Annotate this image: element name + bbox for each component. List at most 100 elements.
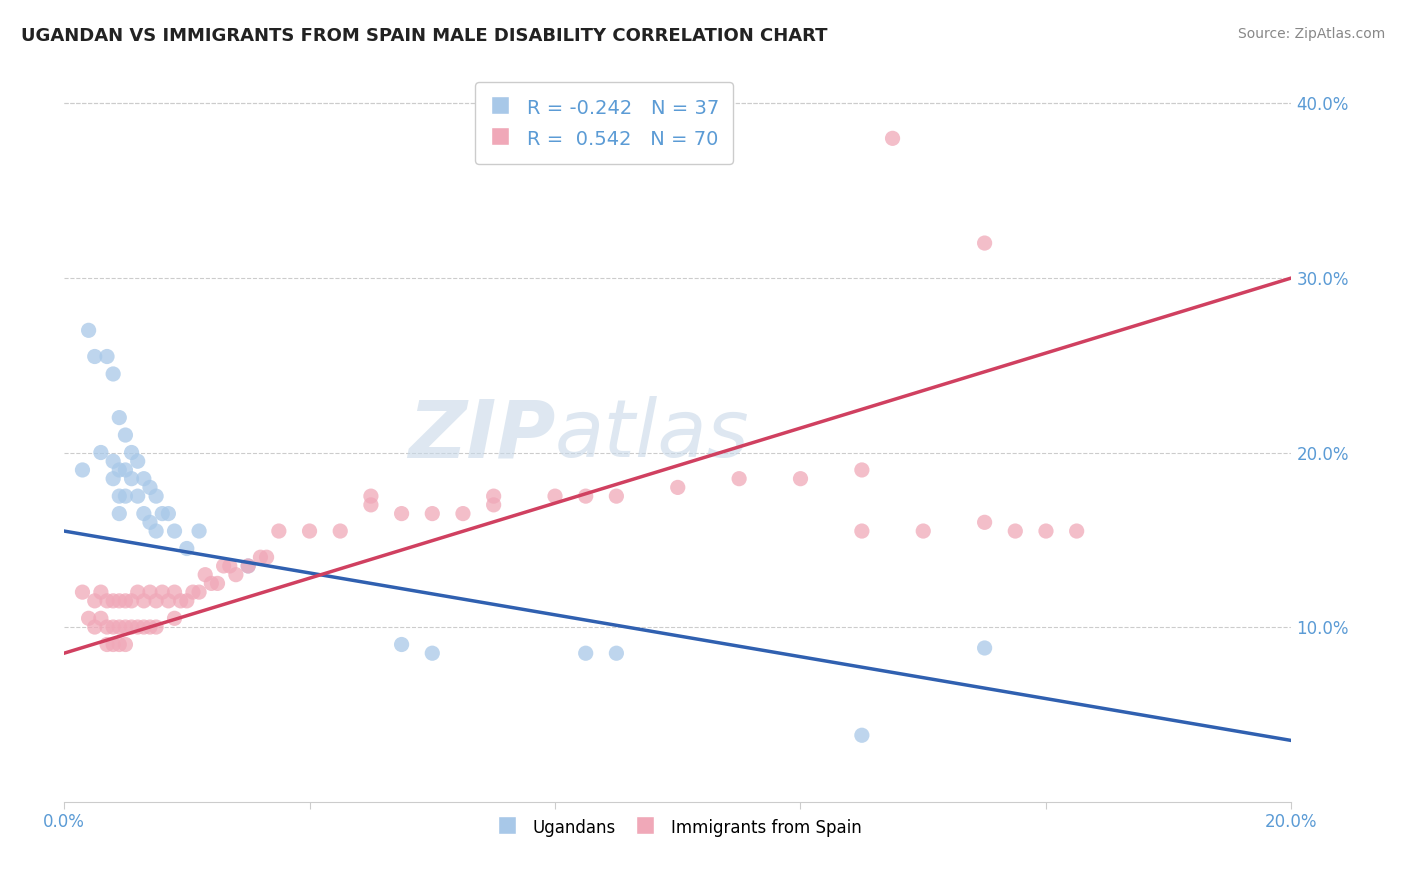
Point bbox=[249, 550, 271, 565]
Point bbox=[108, 463, 131, 477]
Point bbox=[544, 489, 567, 503]
Point bbox=[176, 594, 198, 608]
Legend: Ugandans, Immigrants from Spain: Ugandans, Immigrants from Spain bbox=[488, 811, 868, 845]
Point bbox=[482, 489, 505, 503]
Point bbox=[72, 463, 94, 477]
Point bbox=[225, 567, 247, 582]
Point bbox=[114, 594, 136, 608]
Point bbox=[188, 585, 211, 599]
Point bbox=[83, 350, 105, 364]
Point bbox=[605, 489, 627, 503]
Point bbox=[238, 558, 260, 573]
Point bbox=[451, 507, 474, 521]
Point bbox=[973, 235, 995, 250]
Point bbox=[145, 620, 167, 634]
Point bbox=[83, 620, 105, 634]
Point bbox=[114, 428, 136, 442]
Point bbox=[90, 445, 112, 459]
Point bbox=[108, 638, 131, 652]
Point bbox=[121, 472, 143, 486]
Point bbox=[176, 541, 198, 556]
Point bbox=[72, 585, 94, 599]
Point bbox=[132, 507, 155, 521]
Point bbox=[169, 594, 191, 608]
Point bbox=[420, 646, 443, 660]
Point bbox=[188, 524, 211, 538]
Point bbox=[121, 620, 143, 634]
Point bbox=[851, 463, 873, 477]
Point bbox=[391, 507, 413, 521]
Point bbox=[882, 131, 904, 145]
Point bbox=[207, 576, 229, 591]
Point bbox=[77, 611, 100, 625]
Point bbox=[127, 489, 149, 503]
Point bbox=[145, 524, 167, 538]
Point bbox=[96, 350, 118, 364]
Point bbox=[96, 620, 118, 634]
Point bbox=[145, 594, 167, 608]
Point bbox=[851, 524, 873, 538]
Point bbox=[666, 480, 689, 494]
Point bbox=[139, 480, 162, 494]
Point bbox=[1004, 524, 1026, 538]
Point bbox=[127, 620, 149, 634]
Point bbox=[298, 524, 321, 538]
Point bbox=[101, 367, 124, 381]
Text: ZIP: ZIP bbox=[408, 396, 555, 474]
Point bbox=[789, 472, 811, 486]
Point bbox=[132, 594, 155, 608]
Point bbox=[139, 585, 162, 599]
Point bbox=[108, 507, 131, 521]
Point bbox=[360, 498, 382, 512]
Point bbox=[114, 638, 136, 652]
Point bbox=[96, 638, 118, 652]
Point bbox=[575, 489, 598, 503]
Point bbox=[218, 558, 240, 573]
Point bbox=[90, 585, 112, 599]
Point bbox=[194, 567, 217, 582]
Text: atlas: atlas bbox=[555, 396, 749, 474]
Point bbox=[181, 585, 204, 599]
Text: UGANDAN VS IMMIGRANTS FROM SPAIN MALE DISABILITY CORRELATION CHART: UGANDAN VS IMMIGRANTS FROM SPAIN MALE DI… bbox=[21, 27, 828, 45]
Point bbox=[575, 646, 598, 660]
Point bbox=[101, 638, 124, 652]
Point bbox=[132, 472, 155, 486]
Point bbox=[163, 585, 186, 599]
Point bbox=[83, 594, 105, 608]
Point bbox=[157, 594, 180, 608]
Point bbox=[114, 463, 136, 477]
Point bbox=[1035, 524, 1057, 538]
Point bbox=[108, 620, 131, 634]
Point bbox=[212, 558, 235, 573]
Point bbox=[139, 620, 162, 634]
Point bbox=[127, 454, 149, 468]
Point bbox=[150, 585, 173, 599]
Point bbox=[108, 594, 131, 608]
Point bbox=[238, 558, 260, 573]
Point bbox=[101, 472, 124, 486]
Point bbox=[150, 507, 173, 521]
Point bbox=[121, 445, 143, 459]
Point bbox=[391, 638, 413, 652]
Point bbox=[108, 489, 131, 503]
Point bbox=[101, 620, 124, 634]
Point bbox=[728, 472, 751, 486]
Point bbox=[360, 489, 382, 503]
Point bbox=[90, 611, 112, 625]
Point bbox=[114, 489, 136, 503]
Point bbox=[1066, 524, 1088, 538]
Point bbox=[132, 620, 155, 634]
Point bbox=[851, 728, 873, 742]
Point bbox=[163, 524, 186, 538]
Point bbox=[163, 611, 186, 625]
Point bbox=[114, 620, 136, 634]
Point bbox=[200, 576, 222, 591]
Point bbox=[267, 524, 290, 538]
Point bbox=[256, 550, 278, 565]
Text: Source: ZipAtlas.com: Source: ZipAtlas.com bbox=[1237, 27, 1385, 41]
Point bbox=[157, 507, 180, 521]
Point bbox=[605, 646, 627, 660]
Point bbox=[139, 516, 162, 530]
Point bbox=[329, 524, 352, 538]
Point bbox=[912, 524, 935, 538]
